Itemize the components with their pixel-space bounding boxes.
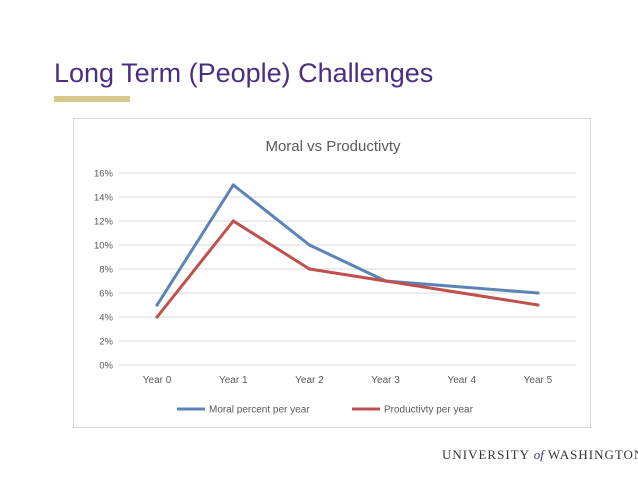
data-point [307,243,312,247]
x-tick-label: Year 5 [524,375,553,386]
data-point [231,219,235,223]
y-tick-label: 16% [94,169,114,180]
legend-label: Moral percent per year [209,405,310,416]
legend-label: Productivty per year [384,405,474,416]
line-chart: Moral vs Productivty 0% 2% 4% 6% 8% 10% 12% 14%… [94,138,576,416]
y-tick-label: 12% [94,217,114,228]
y-tick-label: 2% [99,337,113,348]
y-tick-label: 10% [94,241,114,252]
y-axis-ticks: 0% 2% 4% 6% 8% 10% 12% 14% 16% [94,169,114,372]
data-point [307,267,312,271]
data-point [155,303,159,307]
logo-of-text: of [533,447,544,462]
series-line-moral [155,183,540,307]
data-point [383,279,388,283]
y-tick-label: 14% [94,193,114,204]
x-tick-label: Year 4 [447,375,476,386]
logo-university-text: UNIVERSITY [442,447,530,462]
data-point [536,291,540,295]
y-tick-label: 6% [99,289,113,300]
x-axis-ticks: Year 0 Year 1 Year 2 Year 3 Year 4 Year 5 [143,375,553,386]
y-tick-label: 8% [99,265,113,276]
x-tick-label: Year 0 [143,375,172,386]
x-tick-label: Year 3 [371,375,400,386]
series-lines [155,183,540,319]
title-accent-rule [54,96,130,102]
gridlines [119,172,576,366]
university-logo: UNIVERSITY of WASHINGTON [442,447,638,463]
y-tick-label: 4% [99,313,113,324]
legend: Moral percent per year Productivty per ye… [177,405,474,416]
x-tick-label: Year 1 [219,375,248,386]
data-point [155,315,159,319]
series-line-productivity [155,219,540,319]
data-point [231,183,235,187]
slide-title: Long Term (People) Challenges [54,58,434,88]
chart-title: Moral vs Productivty [265,138,401,155]
logo-washington-text: WASHINGTON [547,447,638,462]
chart-container: Moral vs Productivty 0% 2% 4% 6% 8% 10% 12% 14%… [73,118,591,428]
x-tick-label: Year 2 [295,375,324,386]
data-point [460,285,464,289]
data-point [460,291,464,295]
y-tick-label: 0% [99,361,113,372]
data-point [536,303,540,307]
